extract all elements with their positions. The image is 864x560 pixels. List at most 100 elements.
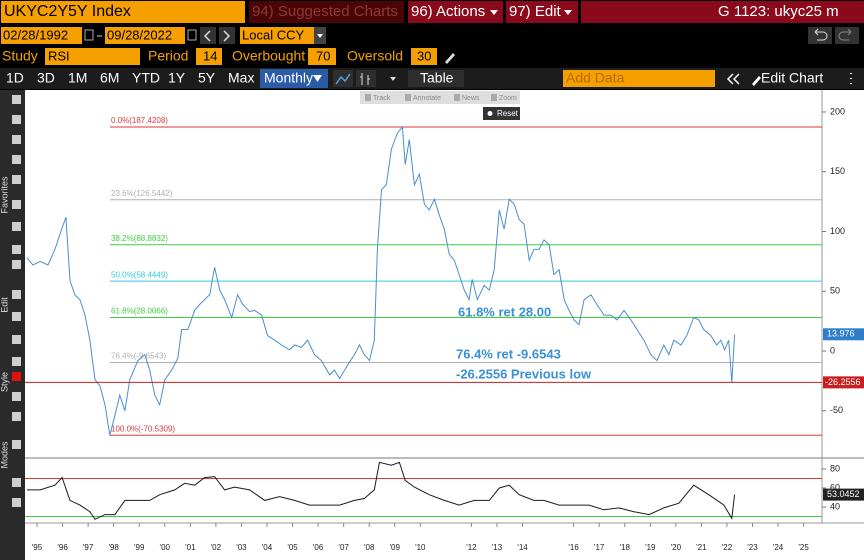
x-tick-label: '05 xyxy=(287,543,298,552)
study-box[interactable] xyxy=(45,48,140,65)
x-tick-label: '20 xyxy=(671,543,682,552)
frequency-button[interactable] xyxy=(260,69,328,88)
tool-label[interactable]: News xyxy=(462,95,480,102)
annotation: 76.4% ret -9.6543 xyxy=(456,346,561,361)
chart-area xyxy=(25,90,864,560)
fib-label: 100.0%(-70.5309) xyxy=(111,424,175,433)
side-icon[interactable] xyxy=(12,245,21,254)
oversold: 30 xyxy=(417,48,431,63)
next-button[interactable] xyxy=(219,27,235,44)
range-button[interactable]: Max xyxy=(228,70,254,86)
tool-icon[interactable] xyxy=(491,94,497,101)
edit-button[interactable] xyxy=(506,1,578,23)
range-button[interactable]: 6M xyxy=(100,70,119,86)
side-icon[interactable] xyxy=(12,312,21,321)
tool-icon[interactable] xyxy=(365,94,371,101)
pen-icon[interactable] xyxy=(445,53,455,64)
side-icon[interactable] xyxy=(12,115,21,124)
fib-label: 38.2%(88.8832) xyxy=(111,234,168,243)
collapse-icon[interactable] xyxy=(726,73,740,85)
actions: 96) Actions xyxy=(411,3,485,20)
bar-chart-button[interactable] xyxy=(356,70,376,87)
actions-button[interactable] xyxy=(408,1,503,23)
line-icon xyxy=(335,73,351,85)
bar-icon xyxy=(360,73,370,85)
range-button[interactable]: 1M xyxy=(68,70,87,86)
x-tick-label: '13 xyxy=(492,543,503,552)
side-icon[interactable] xyxy=(12,175,21,184)
security-box[interactable] xyxy=(1,1,245,23)
add-data: Add Data xyxy=(566,70,625,86)
study-name: RSI xyxy=(48,48,70,63)
x-tick-label: '02 xyxy=(211,543,222,552)
side-icon[interactable] xyxy=(12,95,21,104)
fib-label: 61.8%(28.0066) xyxy=(111,307,168,316)
plot-tools-bar xyxy=(360,91,520,104)
x-tick-label: '16 xyxy=(568,543,579,552)
plot: 200 150 100 50 0 -50 '95 '96 '97 '98 '99 '00 '01 '02 '… xyxy=(25,106,864,552)
annotation: 61.8% ret 28.00 xyxy=(458,304,551,319)
side-icon[interactable] xyxy=(12,222,21,231)
side-icon[interactable] xyxy=(12,155,21,164)
period-box[interactable] xyxy=(196,48,222,65)
last-value-tag xyxy=(823,328,864,341)
suggested-button[interactable] xyxy=(249,1,404,23)
calendar-icon[interactable] xyxy=(84,29,94,41)
range-button[interactable]: 3D xyxy=(37,70,55,86)
calendar-icon[interactable] xyxy=(187,29,197,41)
tool-label[interactable]: Annotate xyxy=(413,95,441,102)
dropdown-arrow xyxy=(317,34,323,38)
table-button[interactable] xyxy=(408,70,464,87)
side-icon[interactable] xyxy=(12,412,21,421)
range-button[interactable]: YTD xyxy=(132,70,160,86)
side-icon[interactable] xyxy=(12,200,21,209)
tool-icon[interactable] xyxy=(405,94,411,101)
currency: Local CCY xyxy=(242,27,304,42)
side-icon[interactable] xyxy=(12,290,21,299)
end-date-box[interactable] xyxy=(105,27,185,44)
side-icon[interactable] xyxy=(12,135,21,144)
period: 14 xyxy=(203,48,217,63)
range-button[interactable]: 1Y xyxy=(168,70,186,86)
overbought-box[interactable] xyxy=(308,48,336,65)
range-button[interactable]: 1D xyxy=(6,70,24,86)
x-tick-label: '03 xyxy=(236,543,247,552)
fib-label: 23.6%(126.5442) xyxy=(111,189,173,198)
suggested: 94) Suggested Charts xyxy=(252,3,398,20)
edit-chart[interactable]: Edit Chart xyxy=(761,70,823,86)
y-tick-label: 80 xyxy=(830,463,840,473)
study-label: Study xyxy=(2,48,38,64)
dropdown-arrow xyxy=(490,10,498,15)
currency-box[interactable] xyxy=(240,27,314,44)
x-tick-label: '01 xyxy=(185,543,196,552)
side-icon[interactable] xyxy=(12,335,21,344)
range-buttons: 1D 3D 1M 6M YTD 1Y 5Y Max xyxy=(6,70,254,86)
tool-icon[interactable] xyxy=(454,94,460,101)
tool-label[interactable]: Track xyxy=(373,95,391,102)
range-button[interactable]: 5Y xyxy=(198,70,216,86)
pen-icon xyxy=(752,76,761,86)
side-icon[interactable] xyxy=(12,357,21,366)
side-icon[interactable] xyxy=(12,372,21,381)
tool-label[interactable]: Zoom xyxy=(499,95,517,102)
oversold-box[interactable] xyxy=(411,48,437,65)
edit: 97) Edit xyxy=(509,3,562,20)
add-data-box[interactable] xyxy=(563,70,715,87)
side-icon[interactable] xyxy=(12,498,21,507)
frequency: Monthly xyxy=(264,70,313,86)
prev-button[interactable] xyxy=(200,27,216,44)
undo-button[interactable] xyxy=(808,27,832,44)
page-box xyxy=(581,1,864,23)
fib-label: 0.0%(187.4208) xyxy=(111,116,168,125)
start-date-box[interactable] xyxy=(1,27,82,44)
x-tick-label: '99 xyxy=(134,543,145,552)
side-icon[interactable] xyxy=(12,440,21,449)
x-tick-label: '95 xyxy=(32,543,43,552)
series-line xyxy=(26,125,736,436)
reset-button[interactable] xyxy=(483,107,520,120)
last-value-label: 13.976 xyxy=(827,329,855,339)
side-icon[interactable] xyxy=(12,392,21,401)
side-icon[interactable] xyxy=(12,260,21,269)
security: UKYC2Y5Y Index xyxy=(4,3,131,20)
side-icon[interactable] xyxy=(12,478,21,487)
